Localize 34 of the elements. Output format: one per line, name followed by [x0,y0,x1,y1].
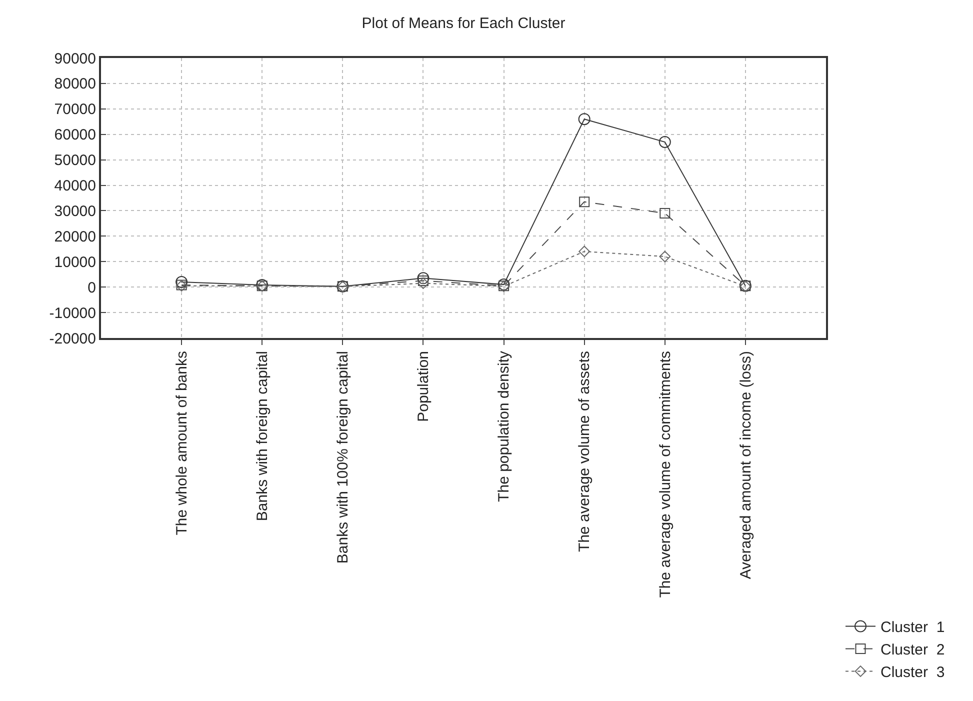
point [176,276,188,288]
y-tick-label: 10000 [54,254,96,271]
y-tick-label: 80000 [54,76,96,93]
legend-label: Cluster 2 [880,642,945,659]
y-tick-label: -20000 [49,330,96,348]
chart-title: Plot of Means for Each Cluster [362,15,566,32]
y-tick-label: 30000 [54,202,96,220]
y-tick-label: 70000 [54,101,96,118]
x-tick-label: The whole amount of banks [173,351,190,536]
x-tick-label: Population [415,351,432,422]
y-tick-label: 90000 [54,50,96,68]
y-tick-label: 20000 [54,228,96,246]
point [418,278,429,289]
point [660,208,670,219]
x-tick-label: Averaged amount of income (loss) [737,350,754,580]
y-tick-label: 0 [88,279,96,296]
y-tick-label: 60000 [54,126,96,144]
point [578,246,590,258]
x-tick-label: The average volume of assets [576,351,594,552]
x-tick-label: Banks with 100% foreign capital [334,351,352,564]
point [417,272,430,284]
y-tick-label: 40000 [54,178,96,195]
point [659,250,671,262]
point [418,275,428,286]
x-tick-label: The average volume of commitments [656,351,674,598]
point [579,196,590,208]
y-tick-label: -10000 [49,304,96,322]
legend-label: Cluster 1 [880,619,945,636]
y-tick-label: 50000 [54,152,96,170]
x-tick-label: Banks with foreign capital [254,351,271,522]
point [658,136,671,148]
point [578,113,590,126]
legend-label: Cluster 3 [880,664,945,682]
x-tick-label: The population density [496,350,513,502]
